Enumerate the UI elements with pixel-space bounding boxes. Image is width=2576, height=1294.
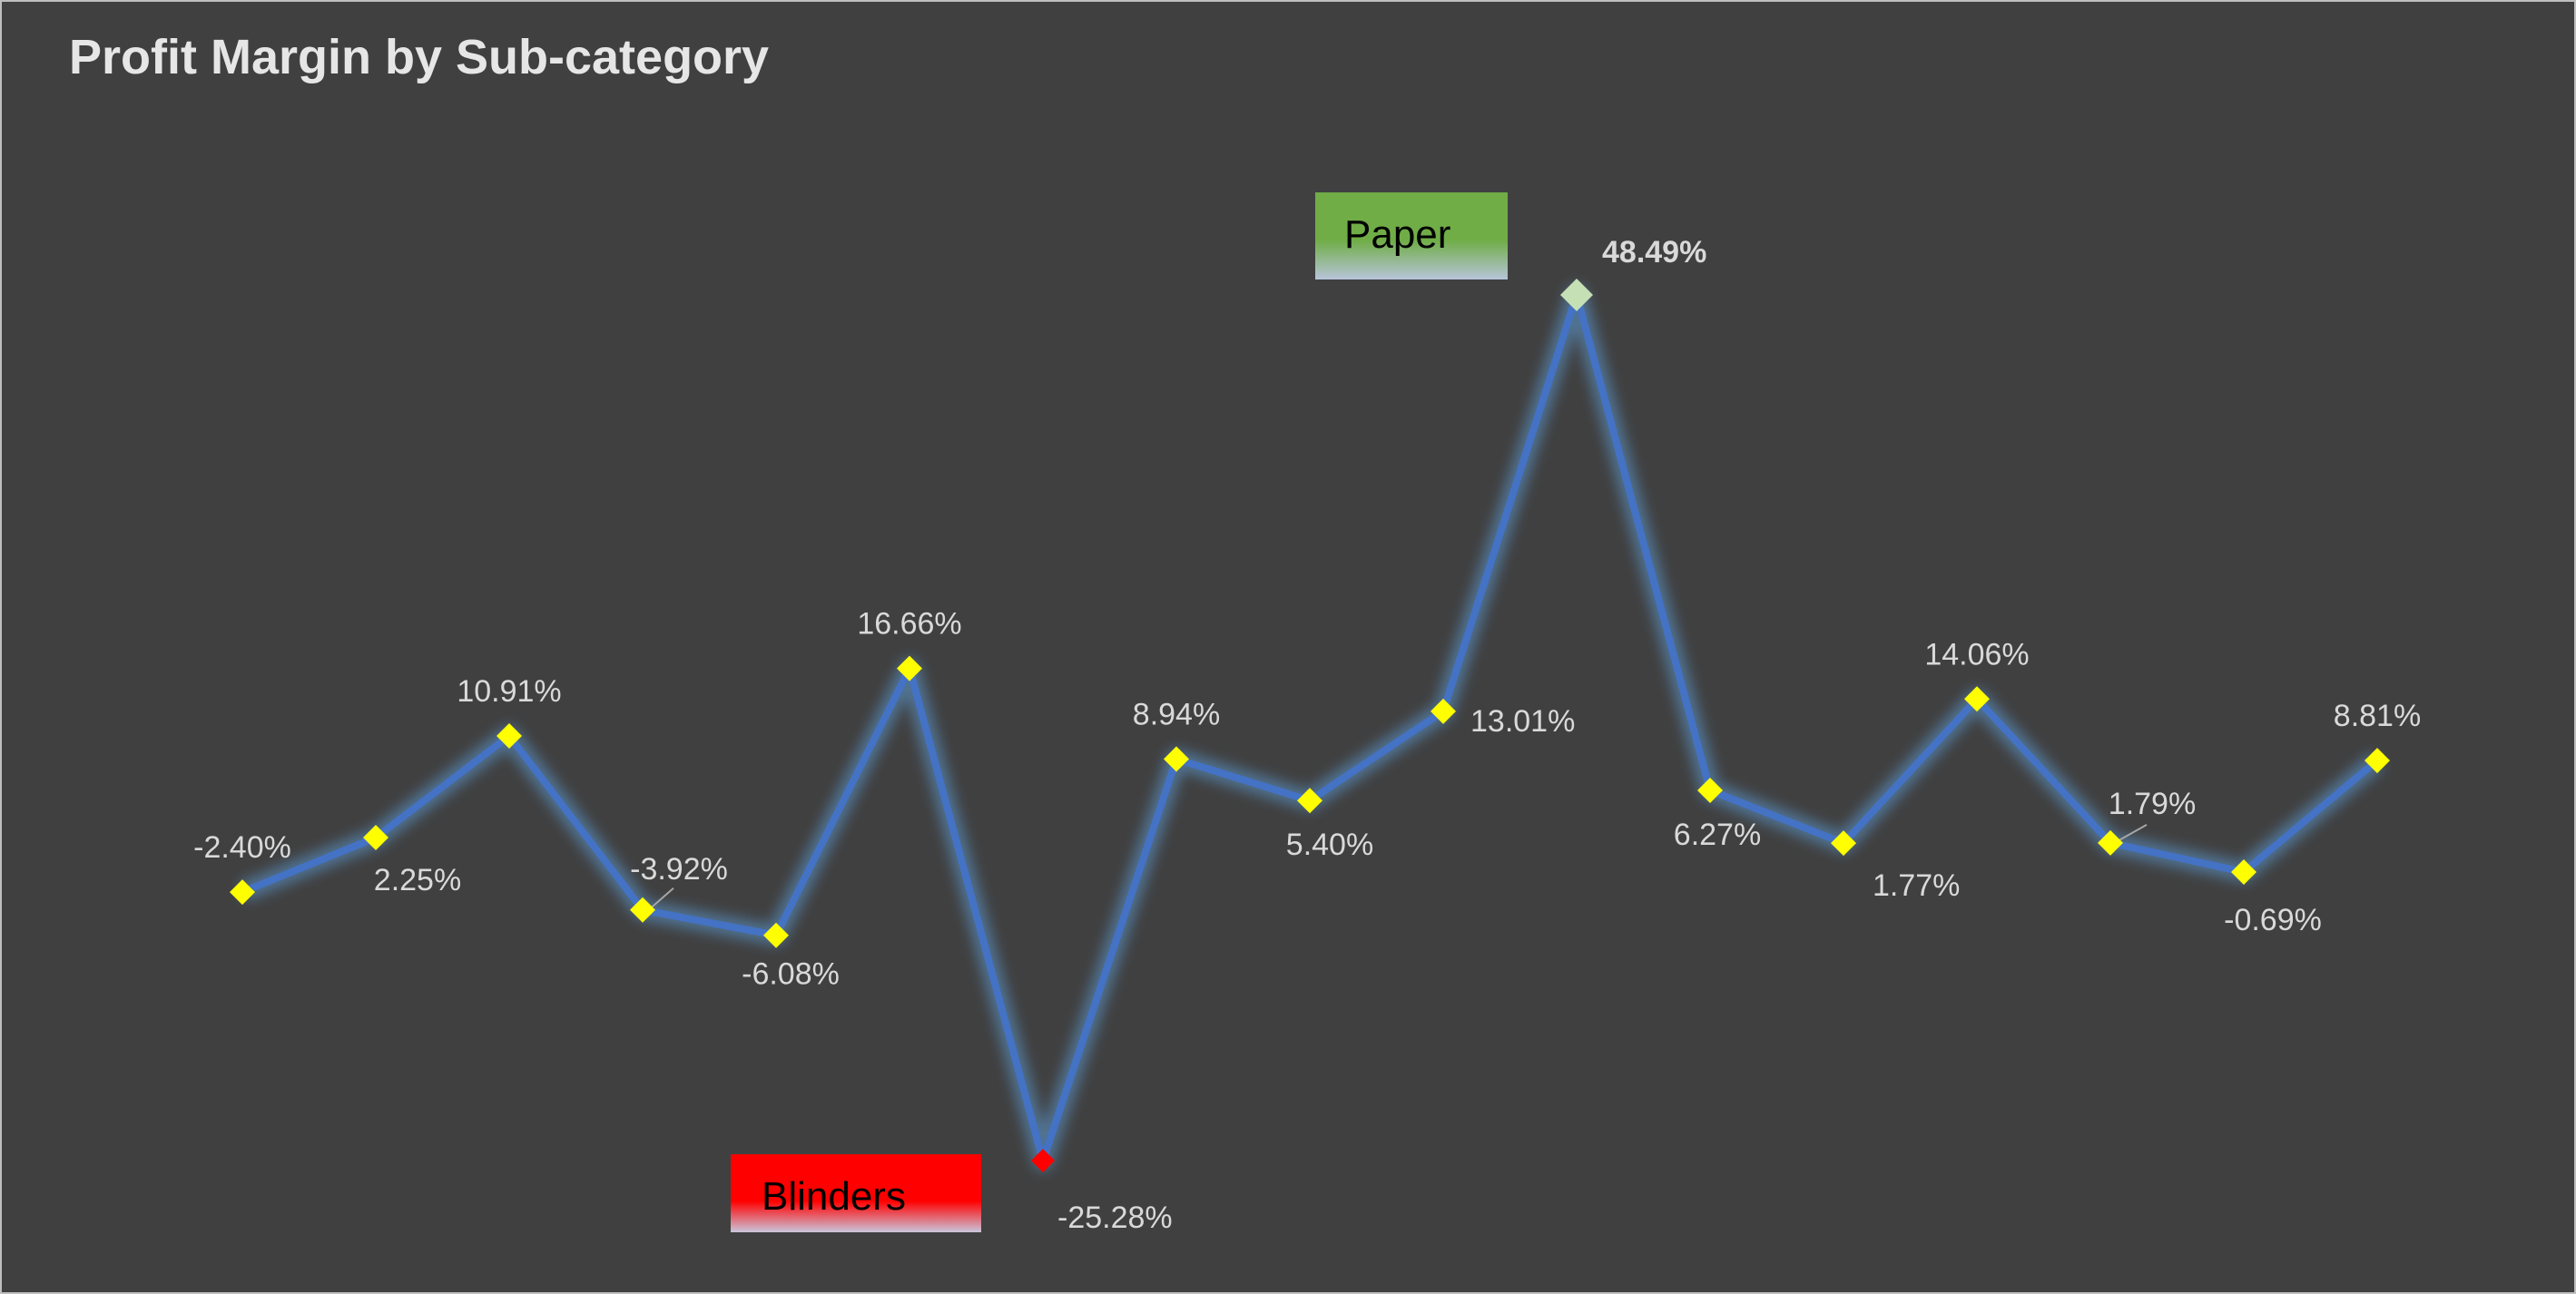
max-data-point: [1560, 279, 1593, 311]
data-point: [1697, 777, 1723, 803]
min-category-callout: Blinders: [731, 1154, 981, 1232]
data-point: [1164, 746, 1189, 772]
data-point: [2098, 829, 2123, 856]
data-point: [2365, 748, 2390, 774]
chart-title: Profit Margin by Sub-category: [69, 30, 770, 84]
data-label: 13.01%: [1470, 704, 1575, 739]
min-data-point: [1031, 1149, 1055, 1172]
data-label: 16.66%: [857, 607, 961, 642]
data-point: [897, 655, 922, 681]
data-point: [2231, 859, 2256, 885]
data-point: [1297, 788, 1322, 814]
data-label: -3.92%: [630, 852, 728, 887]
data-point: [230, 879, 255, 906]
leader-line: [651, 887, 674, 908]
data-label: 14.06%: [1924, 637, 2029, 672]
data-label: 1.79%: [2109, 787, 2196, 821]
series-line: [241, 291, 2380, 1164]
data-label: 1.77%: [1873, 868, 1960, 903]
data-labels: -2.40% 2.25% 10.91% -3.92% -6.08% 16.66% -25.2…: [193, 235, 2421, 1235]
series-glow: [238, 285, 2384, 1171]
data-point: [497, 722, 522, 749]
data-label: 8.81%: [2334, 699, 2421, 733]
data-label: 2.25%: [374, 863, 461, 897]
leader-lines: [651, 824, 2148, 908]
series-line-group: [241, 291, 2380, 1164]
data-label: -6.08%: [742, 957, 840, 992]
data-label: -25.28%: [1057, 1201, 1173, 1235]
data-label: 5.40%: [1286, 828, 1373, 862]
data-point: [1831, 830, 1856, 857]
data-label: -0.69%: [2224, 903, 2322, 937]
data-label: 48.49%: [1602, 235, 1706, 270]
data-point: [363, 824, 388, 850]
data-point: [1431, 698, 1456, 724]
data-label: -2.40%: [193, 830, 291, 865]
data-label: 6.27%: [1674, 818, 1761, 852]
data-markers: [230, 279, 2390, 1172]
data-label: 10.91%: [457, 674, 561, 709]
max-category-callout: Paper: [1315, 192, 1508, 279]
data-point: [763, 922, 789, 948]
leader-line: [2117, 824, 2148, 842]
series-line-glow: [238, 285, 2384, 1171]
data-point: [630, 897, 655, 923]
data-point: [1964, 686, 1990, 712]
data-label: 8.94%: [1133, 697, 1220, 731]
